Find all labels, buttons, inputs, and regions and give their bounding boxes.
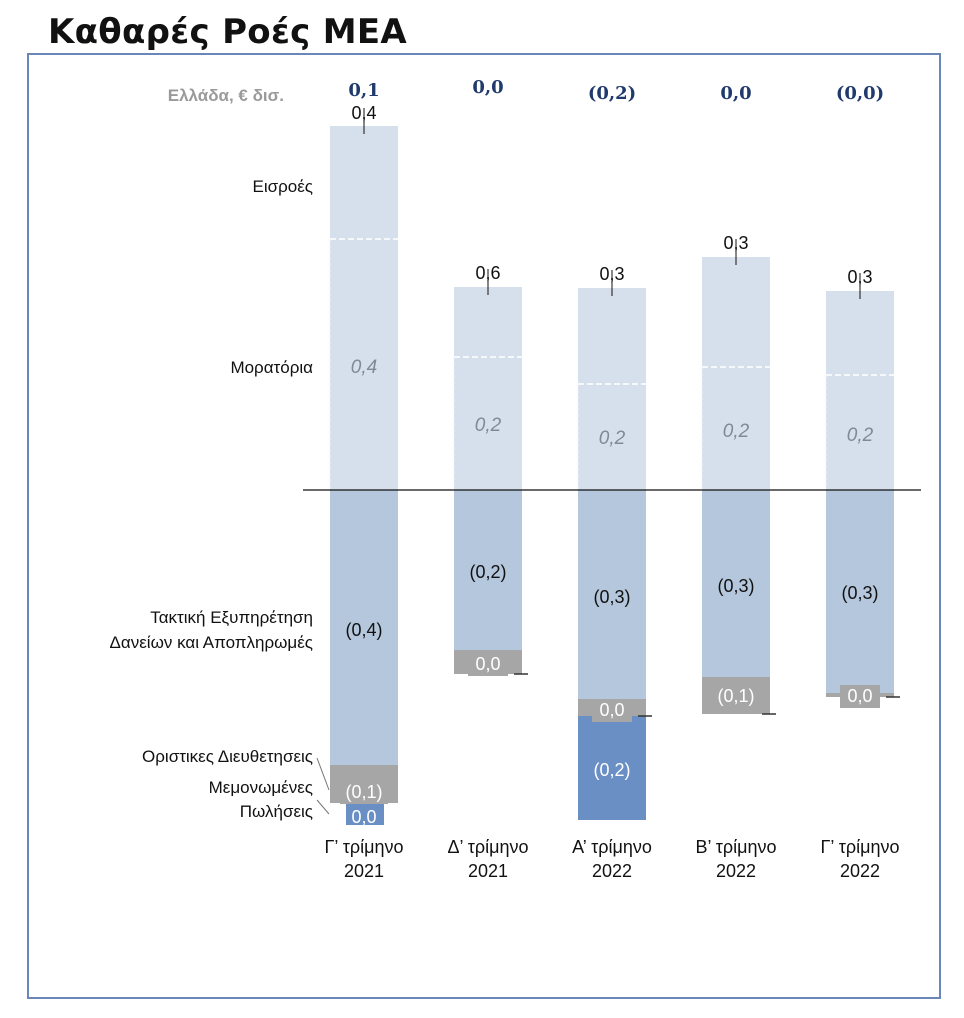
bar-inflows-moratoria-2 — [578, 288, 646, 490]
row-label-inflows: Εισροές — [252, 177, 313, 196]
row-label-moratoria: Μορατόρια — [230, 358, 313, 377]
label-moratoria-2: 0,2 — [599, 428, 626, 449]
x-tick-label-year-4: 2022 — [840, 861, 880, 881]
label-inflows-1: 0,6 — [475, 263, 500, 283]
label-moratoria-4: 0,2 — [847, 425, 874, 446]
net-value-3: 0,0 — [720, 83, 751, 104]
label-regular-0: (0,4) — [345, 620, 382, 640]
x-tick-label-quarter-2: Α’ τρίμηνο — [572, 837, 652, 857]
row-label-definitive: Οριστικες Διευθετησεις — [142, 747, 313, 766]
bar-inflows-moratoria-1 — [454, 287, 522, 490]
x-tick-label-quarter-4: Γ’ τρίμηνο — [821, 837, 900, 857]
chart-marks: 0,4 0,4 (0,4) (0,1) 0,0 0,1 Γ’ τρίμηνο 2021 0,6 0… — [325, 77, 900, 881]
label-bg-definitive-1 — [468, 653, 508, 676]
net-value-1: 0,0 — [472, 77, 503, 98]
x-tick-label-quarter-3: Β’ τρίμηνο — [695, 837, 776, 857]
x-tick-label-quarter-0: Γ’ τρίμηνο — [325, 837, 404, 857]
label-bg-definitive-4 — [840, 685, 880, 708]
label-regular-3: (0,3) — [717, 576, 754, 596]
label-definitive-3: (0,1) — [717, 686, 754, 706]
label-moratoria-3: 0,2 — [723, 421, 750, 442]
bar-inflows-moratoria-4 — [826, 291, 894, 490]
label-bg-definitive-0 — [340, 781, 388, 804]
label-moratoria-0: 0,4 — [351, 357, 377, 378]
net-value-0: 0,1 — [348, 80, 379, 101]
bar-regular-0 — [330, 490, 398, 765]
chart-title: Καθαρές Ροές ΜΕΑ — [48, 12, 408, 52]
label-inflows-4: 0,3 — [847, 267, 872, 287]
bar-inflows-moratoria-0 — [330, 126, 398, 490]
label-inflows-0: 0,4 — [351, 103, 376, 123]
label-definitive-2: 0,0 — [599, 700, 624, 720]
label-bg-definitive-3 — [712, 685, 760, 708]
label-definitive-4: 0,0 — [847, 686, 872, 706]
bar-regular-2 — [578, 490, 646, 699]
label-bg-definitive-2 — [592, 699, 632, 722]
label-regular-2: (0,3) — [593, 587, 630, 607]
label-inflows-2: 0,3 — [599, 264, 624, 284]
unit-label: Ελλάδα, € δισ. — [168, 86, 284, 105]
leader-line-definitive — [316, 757, 330, 791]
bar-regular-3 — [702, 490, 770, 677]
bar-sales-0 — [346, 803, 384, 825]
x-tick-label-year-2: 2022 — [592, 861, 632, 881]
bar-regular-4 — [826, 490, 894, 693]
row-label-sales-line1: Μεμονωμένες — [209, 778, 313, 797]
x-tick-label-year-1: 2021 — [468, 861, 508, 881]
bar-regular-1 — [454, 490, 522, 650]
label-regular-1: (0,2) — [469, 562, 506, 582]
row-label-regular-line2: Δανείων και Αποπληρωμές — [110, 633, 313, 652]
row-label-regular-line1: Τακτική Εξυπηρέτηση — [150, 608, 313, 627]
label-sales-2: (0,2) — [593, 760, 630, 780]
net-value-4: (0,0) — [836, 83, 884, 104]
label-definitive-0: (0,1) — [345, 782, 382, 802]
x-tick-label-quarter-1: Δ’ τρίμηνο — [447, 837, 528, 857]
net-value-2: (0,2) — [588, 83, 636, 104]
label-regular-4: (0,3) — [841, 583, 878, 603]
label-definitive-1: 0,0 — [475, 654, 500, 674]
label-moratoria-1: 0,2 — [475, 415, 502, 436]
bar-sales-2 — [578, 716, 646, 820]
x-tick-label-year-0: 2021 — [344, 861, 384, 881]
leader-line-sales — [316, 799, 330, 815]
x-tick-label-year-3: 2022 — [716, 861, 756, 881]
chart-frame — [27, 53, 941, 999]
bar-inflows-moratoria-3 — [702, 257, 770, 490]
label-sales-0: 0,0 — [351, 807, 376, 827]
label-inflows-3: 0,3 — [723, 233, 748, 253]
row-label-sales-line2: Πωλήσεις — [240, 802, 313, 821]
